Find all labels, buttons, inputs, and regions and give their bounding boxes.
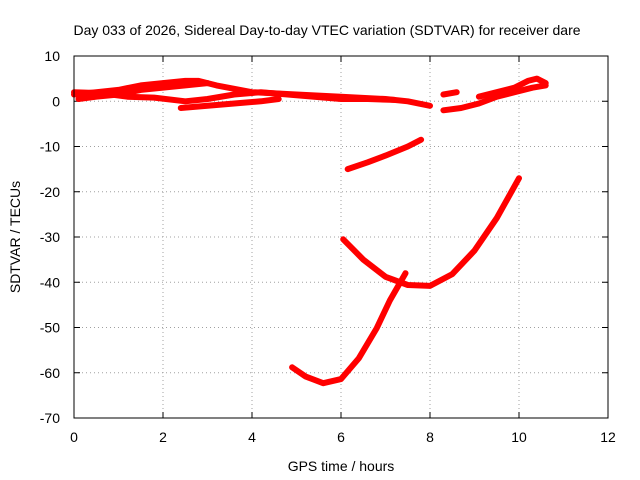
x-tick-labels: 0 2 4 6 8 10 12 xyxy=(70,429,616,445)
x-tick-label: 0 xyxy=(70,429,78,445)
series-line-6 xyxy=(440,89,460,98)
y-tick-label: 10 xyxy=(44,48,60,64)
y-tick-label: -50 xyxy=(40,320,60,336)
y-tick-label: -20 xyxy=(40,184,60,200)
series-line-9 xyxy=(340,175,522,289)
y-tick-label: -60 xyxy=(40,365,60,381)
series-line-2 xyxy=(71,89,398,105)
y-tick-label: -40 xyxy=(40,274,60,290)
series-line-7 xyxy=(475,75,549,100)
x-tick-label: 2 xyxy=(159,429,167,445)
series-line-5 xyxy=(440,82,549,114)
x-tick-label: 6 xyxy=(337,429,345,445)
x-tick-label: 4 xyxy=(248,429,256,445)
plot-frame xyxy=(73,55,609,419)
chart-title: Day 033 of 2026, Sidereal Day-to-day VTE… xyxy=(73,22,580,38)
y-tick-label: 0 xyxy=(52,93,60,109)
y-tick-label: -10 xyxy=(40,139,60,155)
x-axis-title: GPS time / hours xyxy=(288,458,395,474)
grid-lines xyxy=(74,56,608,418)
y-tick-labels: -70 -60 -50 -40 -30 -20 -10 0 10 xyxy=(40,48,60,426)
series-line-4 xyxy=(177,96,282,111)
x-tick-label: 10 xyxy=(511,429,527,445)
series-line-8 xyxy=(344,136,425,173)
y-axis-title: SDTVAR / TECUs xyxy=(7,181,23,293)
x-tick-label: 12 xyxy=(600,429,616,445)
y-tick-label: -70 xyxy=(40,410,60,426)
x-tick-label: 8 xyxy=(426,429,434,445)
data-series xyxy=(71,75,549,387)
series-line-10 xyxy=(289,270,409,387)
y-tick-label: -30 xyxy=(40,229,60,245)
series-line-3 xyxy=(75,80,211,102)
